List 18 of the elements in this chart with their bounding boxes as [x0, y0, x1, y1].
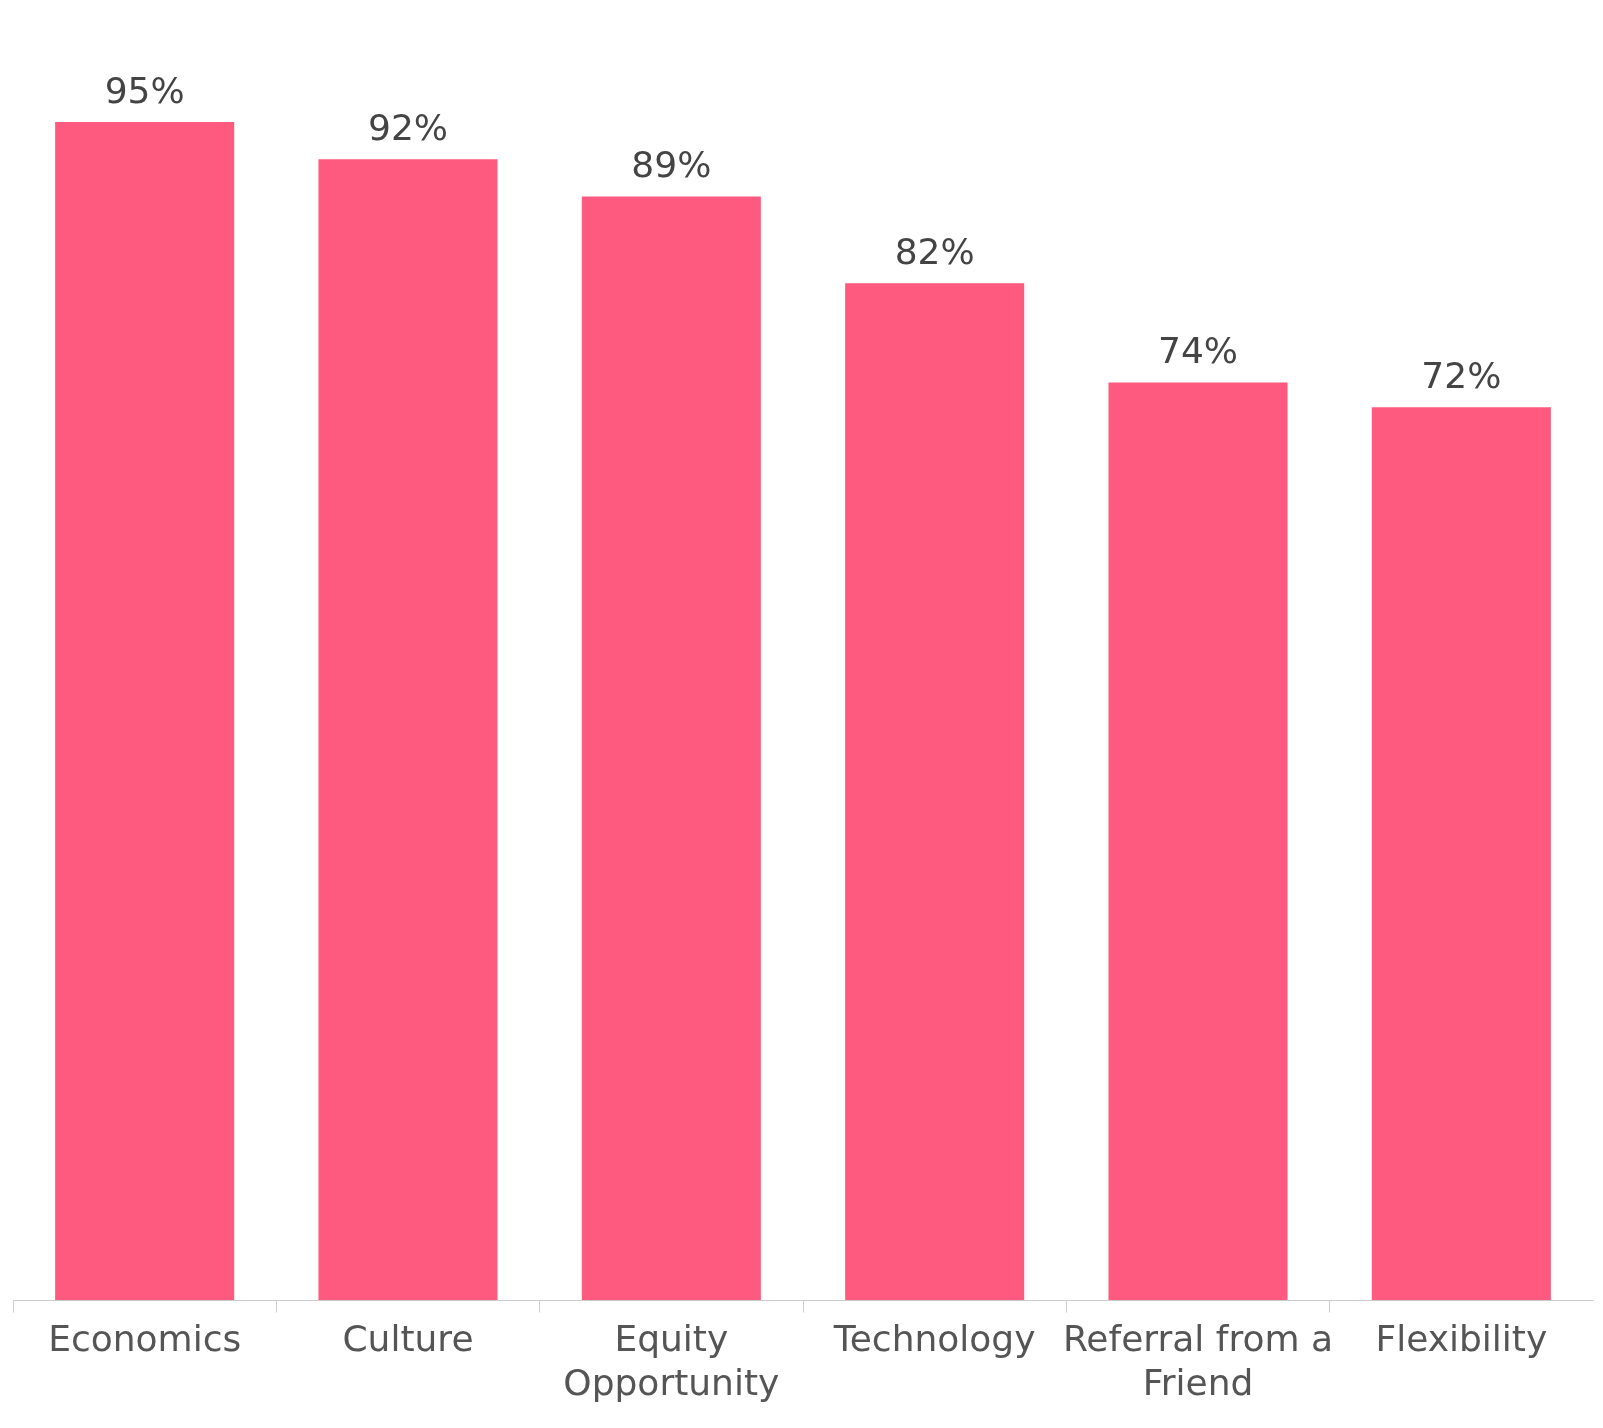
x-tick-label: Culture	[342, 1317, 474, 1359]
bar	[55, 122, 235, 1300]
data-label: 82%	[894, 231, 975, 273]
bar	[1371, 407, 1551, 1300]
data-label: 89%	[631, 144, 712, 186]
bar	[318, 159, 498, 1300]
x-tick-label: Flexibility	[1375, 1317, 1548, 1359]
data-label: 72%	[1421, 355, 1502, 397]
data-label: 74%	[1157, 330, 1239, 372]
x-tick-label: Technology	[832, 1317, 1036, 1359]
x-tick-label: Equity Opportunity	[563, 1317, 780, 1403]
data-label: 92%	[367, 107, 449, 149]
bar	[581, 196, 761, 1300]
data-label: 95%	[104, 70, 185, 111]
x-tick-label: Economics	[48, 1317, 242, 1359]
x-tick-label: Referral from a Friend	[1062, 1317, 1334, 1403]
bar	[1108, 382, 1288, 1300]
bar	[845, 283, 1025, 1300]
